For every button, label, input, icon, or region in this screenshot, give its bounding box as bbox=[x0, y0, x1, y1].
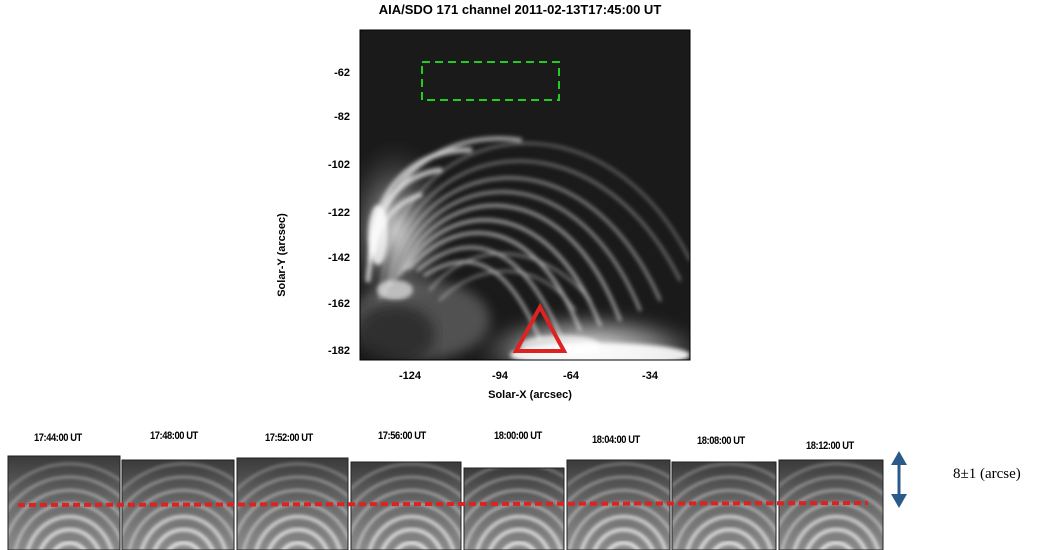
y-tick: -122 bbox=[327, 207, 350, 219]
strip-image bbox=[671, 461, 777, 550]
strip-image bbox=[463, 467, 565, 550]
strip-time-label: 17:48:00 UT bbox=[150, 430, 198, 442]
y-tick: -162 bbox=[327, 298, 350, 310]
roi-box bbox=[421, 61, 560, 101]
strip-time-label: 18:00:00 UT bbox=[494, 430, 542, 442]
figure-title: AIA/SDO 171 channel 2011-02-13T17:45:00 … bbox=[378, 2, 662, 17]
x-axis-label: Solar-X (arcsec) bbox=[488, 389, 572, 401]
y-tick: -142 bbox=[327, 252, 350, 264]
solar-image-panel bbox=[359, 29, 691, 361]
strip-time-label: 18:12:00 UT bbox=[806, 440, 854, 452]
x-tick: -124 bbox=[398, 370, 422, 382]
double-arrow-icon bbox=[891, 451, 907, 508]
x-tick: -64 bbox=[563, 370, 579, 382]
y-tick: -82 bbox=[334, 111, 350, 123]
strip-time-label: 17:52:00 UT bbox=[265, 432, 313, 444]
reference-dashed-line bbox=[17, 501, 869, 507]
triangle-marker-icon bbox=[512, 302, 568, 353]
strip-time-label: 18:08:00 UT bbox=[697, 435, 745, 447]
strip-time-label: 17:56:00 UT bbox=[378, 430, 426, 442]
strip-time-label: 17:44:00 UT bbox=[34, 432, 82, 444]
x-tick: -94 bbox=[492, 370, 508, 382]
y-tick: -102 bbox=[327, 159, 350, 171]
y-tick: -62 bbox=[334, 67, 350, 79]
y-tick: -182 bbox=[327, 345, 350, 357]
x-tick: -34 bbox=[642, 370, 658, 382]
scale-label: 8±1 (arcse) bbox=[953, 466, 1021, 482]
strip-time-label: 18:04:00 UT bbox=[592, 434, 640, 446]
